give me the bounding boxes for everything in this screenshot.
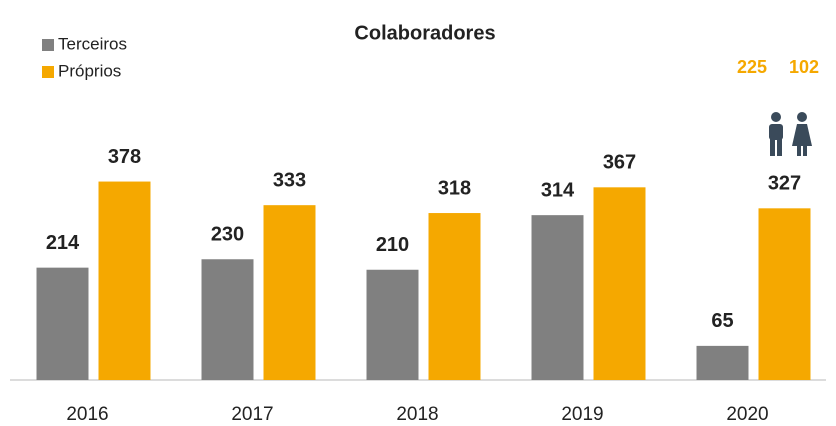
value-label: 318 (438, 177, 471, 199)
legend-swatch (42, 39, 54, 51)
annotation: 225 (737, 57, 767, 77)
bar (758, 208, 811, 380)
value-label: 333 (273, 169, 306, 191)
value-label: 327 (768, 173, 801, 195)
bar (98, 181, 151, 380)
value-label: 314 (541, 179, 575, 201)
value-label: 65 (711, 310, 733, 332)
male-icon (769, 112, 783, 156)
bar (696, 345, 749, 380)
value-label: 378 (108, 146, 141, 168)
legend-swatch (42, 66, 54, 78)
x-tick-label: 2018 (396, 404, 438, 425)
legend-label: Próprios (58, 61, 121, 80)
x-tick-label: 2016 (66, 404, 108, 425)
legend-label: Terceiros (58, 34, 127, 53)
bar (531, 215, 584, 380)
bar (593, 187, 646, 380)
value-label: 367 (603, 152, 636, 174)
bar (366, 269, 419, 380)
bar (36, 267, 89, 380)
bar (201, 259, 254, 380)
x-tick-label: 2019 (561, 404, 603, 425)
value-label: 210 (376, 234, 409, 256)
bar (263, 205, 316, 380)
female-icon (792, 112, 812, 156)
x-tick-label: 2017 (231, 404, 273, 425)
bar (428, 213, 481, 380)
value-label: 230 (211, 224, 244, 246)
chart-title: Colaboradores (354, 22, 495, 44)
value-label: 214 (46, 232, 80, 254)
x-tick-label: 2020 (726, 404, 768, 425)
annotation: 102 (789, 57, 819, 77)
